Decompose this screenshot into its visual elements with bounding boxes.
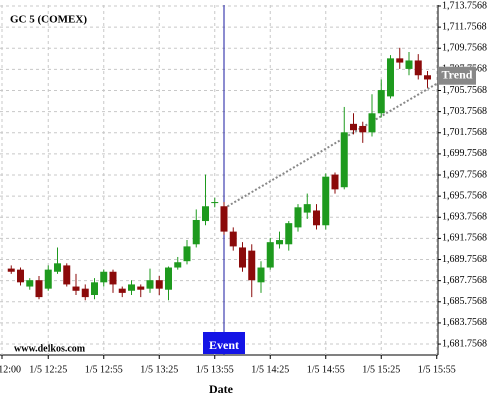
y-tick-label: 1,711.7568: [442, 21, 487, 32]
y-tick-label: 1,697.7568: [442, 169, 487, 180]
candle-body: [192, 219, 200, 245]
x-tick-label: 1/5 15:25: [362, 364, 400, 375]
candle-body: [294, 207, 302, 228]
candle-body: [377, 90, 385, 114]
y-tick-label: 1,683.7568: [442, 317, 487, 328]
x-tick-label: 1/5 14:55: [307, 364, 345, 375]
candle-body: [239, 247, 246, 268]
y-tick-label: 1,693.7568: [442, 212, 487, 223]
x-tick-label: 1/5 13:25: [140, 364, 178, 375]
candle-body: [359, 125, 367, 133]
x-tick-label: 1/5 13:55: [196, 364, 234, 375]
y-tick-label: 1,701.7568: [442, 127, 487, 138]
candle-body: [91, 282, 98, 295]
y-tick-label: 1,681.7568: [442, 338, 487, 349]
candle-body: [72, 286, 80, 291]
candle-body: [81, 288, 89, 298]
x-tick-label: 1/5 12:25: [29, 364, 67, 375]
trend-label: Trend: [442, 67, 473, 81]
candle-body: [303, 204, 311, 213]
candle-body: [257, 267, 265, 283]
trend-line: [223, 82, 438, 210]
x-tick-label: 1/5 12:55: [85, 364, 123, 375]
candle-body: [350, 123, 357, 131]
candle-body: [211, 202, 219, 204]
candle-body: [340, 132, 348, 188]
candle-body: [26, 280, 34, 287]
x-tick-label: 1/5 12:00: [0, 364, 21, 375]
x-axis-title: Date: [209, 382, 234, 396]
candle-body: [387, 58, 394, 97]
event-box: [203, 332, 245, 354]
y-tick-label: 1,689.7568: [442, 254, 487, 265]
candle-body: [54, 263, 61, 272]
candle-body: [266, 242, 274, 268]
candle-body: [248, 250, 256, 281]
y-tick-label: 1,691.7568: [442, 233, 487, 244]
trend-box: [438, 66, 476, 85]
candle-body: [424, 75, 431, 80]
y-tick-label: 1,709.7568: [442, 43, 487, 54]
y-tick-label: 1,695.7568: [442, 190, 487, 201]
x-tick-label: 1/5 14:25: [251, 364, 289, 375]
candle-body: [414, 60, 422, 76]
candle-body: [35, 280, 43, 298]
candle-body: [137, 286, 145, 290]
candle-body: [44, 269, 52, 289]
candle-body: [63, 265, 71, 285]
y-tick-label: 1,705.7568: [442, 85, 487, 96]
candle-body: [17, 269, 24, 283]
candle-body: [183, 246, 191, 262]
y-tick-label: 1,687.7568: [442, 275, 487, 286]
candle-body: [146, 280, 154, 289]
candle-body: [202, 206, 209, 222]
candle-body: [368, 113, 376, 133]
candle-body: [174, 262, 182, 268]
event-label: Event: [209, 338, 239, 352]
candle-body: [313, 210, 320, 226]
y-tick-label: 1,713.7568: [442, 0, 487, 11]
candle-body: [322, 176, 330, 226]
candle-body: [220, 206, 228, 232]
candle-body: [118, 288, 126, 293]
candle-body: [229, 231, 237, 247]
candle-body: [405, 60, 413, 69]
watermark: www.delkos.com: [14, 343, 86, 354]
candle-body: [165, 267, 172, 290]
y-tick-label: 1,685.7568: [442, 296, 487, 307]
candle-body: [331, 174, 339, 190]
candle-body: [276, 240, 283, 245]
candle-body: [109, 271, 117, 285]
y-tick-label: 1,699.7568: [442, 148, 487, 159]
candle-body: [285, 223, 293, 245]
x-tick-label: 1/5 15:55: [418, 364, 456, 375]
candle-body: [396, 58, 404, 63]
candle-body: [128, 284, 135, 291]
candle-body: [7, 268, 15, 272]
candle-body: [155, 280, 163, 289]
y-tick-label: 1,703.7568: [442, 106, 487, 117]
candle-body: [100, 271, 108, 283]
